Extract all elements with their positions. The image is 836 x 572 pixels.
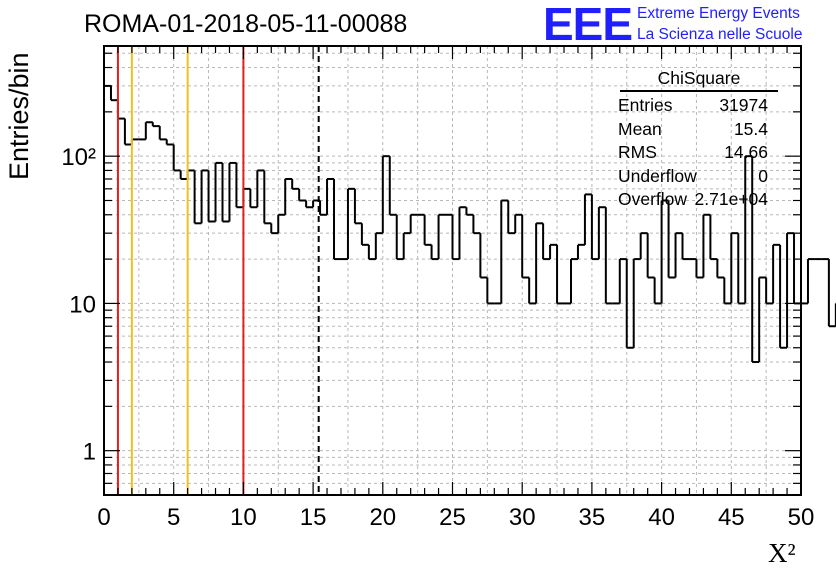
x-tick-label: 45 [718, 504, 745, 531]
stats-row-overflow: Overflow 2.71e+04 [612, 188, 778, 212]
chart-title: ROMA-01-2018-05-11-00088 [84, 10, 408, 38]
y-tick-label: 1 [83, 439, 96, 466]
logo-line-1: Extreme Energy Events [637, 5, 800, 22]
stats-row-rms: RMS 14.66 [612, 141, 778, 165]
stats-key: Overflow [618, 189, 688, 209]
axis-ticks [103, 46, 802, 496]
axis-tick-labels: 0 5 10 15 20 25 30 35 40 45 50 1 10 10² [61, 144, 814, 531]
x-tick-label: 35 [579, 504, 606, 531]
x-tick-label: 15 [300, 504, 327, 531]
y-tick-label: 10² [61, 144, 96, 171]
x-tick-label: 25 [439, 504, 466, 531]
stats-row-mean: Mean 15.4 [612, 118, 778, 142]
reference-lines [116, 46, 320, 495]
x-axis-label: X² [768, 538, 796, 568]
histogram-series [104, 84, 836, 364]
stats-value: 14.66 [724, 142, 768, 162]
x-tick-label: 30 [509, 504, 536, 531]
stats-key: Underflow [618, 165, 697, 186]
stats-value: 0 [758, 165, 768, 186]
stats-value: 2.71e+04 [694, 189, 768, 209]
stats-row-entries: Entries 31974 [612, 94, 778, 118]
x-tick-label: 10 [230, 504, 257, 531]
stats-title: ChiSquare [620, 66, 778, 92]
stats-key: RMS [618, 142, 657, 162]
logo-line-2: La Scienza nelle Scuole [637, 26, 803, 43]
stats-value: 15.4 [733, 118, 768, 139]
x-tick-label: 5 [167, 504, 180, 531]
stats-key: Mean [618, 118, 662, 139]
x-tick-label: 50 [788, 504, 815, 531]
y-axis-label: Entries/bin [4, 52, 34, 180]
stats-box: ChiSquare Entries 31974 Mean 15.4 RMS 14.66… [612, 66, 778, 212]
x-tick-label: 0 [97, 504, 110, 531]
eee-logo: EEE [543, 0, 633, 50]
stats-row-underflow: Underflow 0 [612, 165, 778, 189]
stats-value: 31974 [719, 95, 768, 115]
x-tick-label: 20 [369, 504, 396, 531]
stats-key: Entries [618, 95, 673, 115]
x-tick-label: 40 [648, 504, 675, 531]
y-tick-label: 10 [69, 291, 96, 318]
